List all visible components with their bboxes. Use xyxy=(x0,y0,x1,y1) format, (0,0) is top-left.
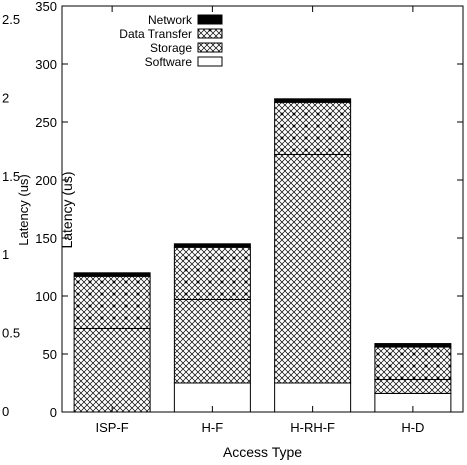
bar-segment-storage xyxy=(274,153,352,384)
y-tick-label: 300 xyxy=(35,57,57,72)
x-tick-label: ISP-F xyxy=(96,420,129,435)
legend-swatch-network xyxy=(197,14,223,25)
bar-segment-data-transfer xyxy=(374,346,452,381)
bar-segment-storage xyxy=(73,327,151,413)
bar-segment-data-transfer xyxy=(173,246,251,300)
ghost-y-tick-label: 1.5 xyxy=(2,169,20,184)
plot-frame xyxy=(61,5,464,413)
x-tick-label: H-D xyxy=(401,420,424,435)
bar-segment-network xyxy=(274,98,352,103)
y-tick-label: 350 xyxy=(35,0,57,14)
y-tick-label: 200 xyxy=(35,173,57,188)
legend-label-data-transfer: Data Transfer xyxy=(119,27,192,41)
legend-label-software: Software xyxy=(145,55,193,69)
ghost-y-tick-label: 2.5 xyxy=(2,12,20,27)
y-tick-label: 0 xyxy=(50,405,57,420)
legend-swatch-storage xyxy=(197,42,223,53)
ghost-y-tick-label: 2 xyxy=(2,90,9,105)
x-tick-label: H-RH-F xyxy=(290,420,335,435)
bars-layer xyxy=(73,98,452,413)
x-axis-title: Access Type xyxy=(223,444,302,460)
bar-segment-data-transfer xyxy=(274,101,352,155)
ghost-y-tick-label: 0 xyxy=(2,404,9,419)
x-tick-label: H-F xyxy=(202,420,224,435)
y-tick-label: 50 xyxy=(43,347,57,362)
bar-segment-network xyxy=(374,343,452,348)
bar-segment-storage xyxy=(374,379,452,394)
background-axis-layer: 0 0.5 1 1.5 2 2.5 Latency (us) xyxy=(2,12,31,419)
ghost-y-tick-label: 0.5 xyxy=(2,326,20,341)
ghost-y-tick-label: 1 xyxy=(2,247,9,262)
y-axis-title: Latency (us) xyxy=(59,171,75,248)
bar-segment-data-transfer xyxy=(73,275,151,329)
legend-label-network: Network xyxy=(148,13,193,27)
legend-swatch-software xyxy=(197,56,223,67)
y-tick-label: 150 xyxy=(35,231,57,246)
bar-segment-network xyxy=(73,272,151,277)
bar-segment-storage xyxy=(173,298,251,384)
ghost-y-axis-title: Latency (us) xyxy=(16,174,31,246)
bar-segment-network xyxy=(173,243,251,248)
axes-layer: 0 50 100 150 200 250 300 350 ISP-F H-F H-RH-F H-D Ac… xyxy=(35,0,464,460)
y-tick-label: 100 xyxy=(35,289,57,304)
legend-label-storage: Storage xyxy=(150,41,192,55)
y-tick-label: 250 xyxy=(35,115,57,130)
legend-swatch-data-transfer xyxy=(197,28,223,39)
